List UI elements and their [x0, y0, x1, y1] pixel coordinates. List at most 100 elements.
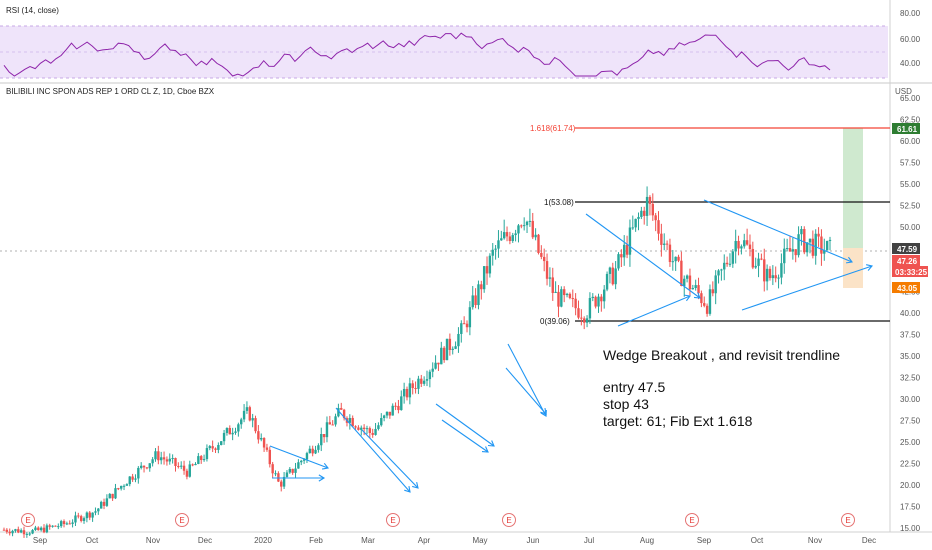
earnings-marker[interactable]: E [685, 513, 699, 527]
candle-body [768, 268, 772, 279]
candle-body [514, 233, 517, 236]
candle-body [188, 464, 191, 477]
candle-body [597, 296, 600, 307]
annotation-headline: Wedge Breakout , and revisit trendline [603, 347, 840, 363]
candle-body [502, 232, 506, 239]
candle-body [577, 308, 580, 318]
annotation-target: target: 61; Fib Ext 1.618 [603, 413, 753, 429]
candle-body [680, 260, 683, 286]
risk-zone[interactable] [843, 248, 863, 288]
price-tick: 55.00 [900, 180, 921, 189]
trendline-arrowhead [540, 409, 547, 417]
candlestick-series[interactable] [2, 186, 832, 538]
candle-body [85, 512, 89, 519]
candle-body [560, 289, 563, 307]
candle-body [37, 527, 40, 531]
candle-body [688, 275, 692, 290]
candle-body [380, 418, 383, 426]
trendline[interactable] [585, 213, 701, 299]
annotation-stop: stop 43 [603, 396, 649, 412]
candle-body [785, 248, 789, 250]
trendline[interactable] [617, 295, 691, 327]
candle-body [82, 518, 86, 521]
candle-body [583, 318, 586, 323]
candle-body [142, 465, 146, 468]
candle-body [8, 531, 11, 534]
candle-body [620, 254, 623, 258]
candle-body [174, 458, 177, 467]
candle-body [402, 388, 406, 397]
candle-body [291, 468, 294, 473]
candle-body [371, 432, 374, 435]
trendline-drawings[interactable] [269, 199, 874, 493]
candle-body [231, 432, 234, 435]
trendline[interactable] [505, 367, 547, 415]
candle-body [540, 252, 543, 257]
candle-body [222, 432, 226, 442]
price-tick: 32.50 [900, 374, 921, 383]
rsi-title: RSI (14, close) [6, 6, 59, 15]
earnings-marker[interactable]: E [21, 513, 35, 527]
price-tick: 50.00 [900, 223, 921, 232]
candle-body [77, 515, 80, 517]
price-axis[interactable]: 65.0062.5060.0057.5055.0052.5050.0047.50… [900, 94, 921, 533]
candle-body [257, 431, 260, 440]
candle-body [820, 236, 823, 254]
price-tag-last: 47.59 [892, 243, 920, 254]
candle-body [420, 378, 423, 384]
candle-body [605, 273, 609, 290]
candle-body [202, 459, 206, 461]
reward-zone[interactable] [843, 128, 863, 248]
candle-body [465, 323, 469, 328]
trendline[interactable] [269, 445, 329, 469]
candle-body [462, 323, 466, 325]
candle-body [697, 285, 700, 294]
trendline[interactable] [741, 265, 873, 311]
time-axis[interactable]: Sep Oct Nov Dec 2020 Feb Mar Apr May Jun Jul Aug Sep… [33, 536, 876, 545]
fib-top-label: 1(53.08) [544, 198, 574, 207]
candle-body [683, 278, 686, 286]
candle-body [614, 268, 617, 285]
candle-body [34, 527, 37, 531]
candle-body [708, 289, 712, 314]
earnings-marker[interactable]: E [502, 513, 516, 527]
trendline[interactable] [441, 419, 489, 453]
candle-body [497, 240, 500, 249]
earnings-marker[interactable]: E [175, 513, 189, 527]
candle-body [517, 225, 520, 234]
candle-body [165, 459, 169, 462]
candle-body [217, 445, 220, 450]
trendline[interactable] [435, 403, 495, 447]
candle-body [428, 371, 432, 380]
candle-body [348, 417, 352, 423]
earnings-marker[interactable]: E [386, 513, 400, 527]
candle-body [817, 233, 820, 237]
price-tick: 57.50 [900, 159, 921, 168]
candle-body [205, 448, 209, 460]
trendline-arrowhead [487, 440, 495, 447]
candle-body [660, 233, 663, 245]
candle-body [31, 530, 34, 534]
candle-body [157, 451, 160, 461]
trade-annotation[interactable]: Wedge Breakout , and revisit trendline e… [603, 347, 840, 429]
trendline[interactable] [335, 407, 411, 493]
candle-body [91, 512, 94, 518]
candle-body [162, 457, 166, 460]
date-tick: Oct [86, 536, 99, 545]
price-tag-stop: 43.05 [892, 282, 920, 293]
candle-body [568, 293, 572, 299]
trendline[interactable] [703, 199, 853, 263]
earnings-marker[interactable]: E [841, 513, 855, 527]
candle-body [797, 234, 800, 256]
rsi-pane: RSI (14, close) 80.00 60.00 40.00 [0, 6, 921, 79]
candle-body [565, 293, 569, 296]
candle-body [168, 458, 171, 462]
candle-body [520, 225, 523, 227]
trendline[interactable] [507, 343, 547, 417]
candle-body [803, 229, 806, 253]
trendline[interactable] [361, 429, 419, 489]
candle-body [48, 525, 51, 527]
candle-body [814, 233, 817, 256]
